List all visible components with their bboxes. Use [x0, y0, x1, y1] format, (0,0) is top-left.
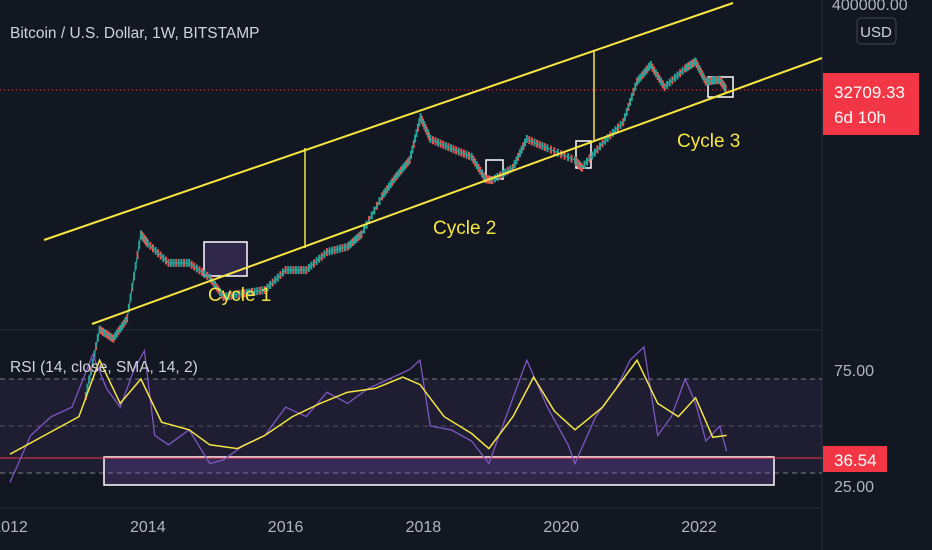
rsi-level-high-label: 75.00	[834, 363, 874, 380]
x-tick-label: 2020	[543, 519, 579, 536]
cycle3-label: Cycle 3	[677, 131, 740, 152]
rsi-current-tag-bg	[823, 446, 887, 472]
rsi-ma-line	[9, 358, 727, 455]
channel-upper-line[interactable]	[43, 2, 734, 241]
rsi-support-box[interactable]	[103, 456, 775, 486]
cycle1-label: Cycle 1	[208, 285, 271, 306]
last-price-tag-bg	[823, 73, 919, 135]
x-tick-label: 2016	[268, 519, 304, 536]
x-tick-label: 2018	[406, 519, 442, 536]
cycle2-label: Cycle 2	[433, 218, 496, 239]
time-axis[interactable]: 2012 2014 2016 2018 2020 2022	[0, 519, 717, 536]
last-price-tag: 32709.33 6d 10h	[823, 73, 919, 135]
bar-countdown: 6d 10h	[834, 108, 886, 127]
currency-button[interactable]: USD	[856, 17, 897, 45]
channel-lower-line[interactable]	[91, 57, 823, 325]
x-tick-label: 2014	[130, 519, 166, 536]
last-price-value: 32709.33	[834, 83, 905, 102]
x-tick-label: 2022	[681, 519, 717, 536]
rsi-current-tag: 36.54	[823, 446, 887, 472]
rsi-legend: RSI (14, close, SMA, 14, 2)	[10, 359, 198, 376]
x-tick-label: 2012	[0, 519, 28, 536]
rsi-level-low-label: 25.00	[834, 479, 874, 496]
chart-title: Bitcoin / U.S. Dollar, 1W, BITSTAMP	[10, 25, 260, 42]
rsi-line	[9, 345, 728, 483]
price-top-label: 400000.00	[832, 0, 908, 14]
currency-button-frame[interactable]	[856, 17, 897, 45]
price-line	[85, 60, 728, 397]
currency-label[interactable]: USD	[860, 24, 892, 41]
rsi-current-value: 36.54	[834, 451, 877, 470]
